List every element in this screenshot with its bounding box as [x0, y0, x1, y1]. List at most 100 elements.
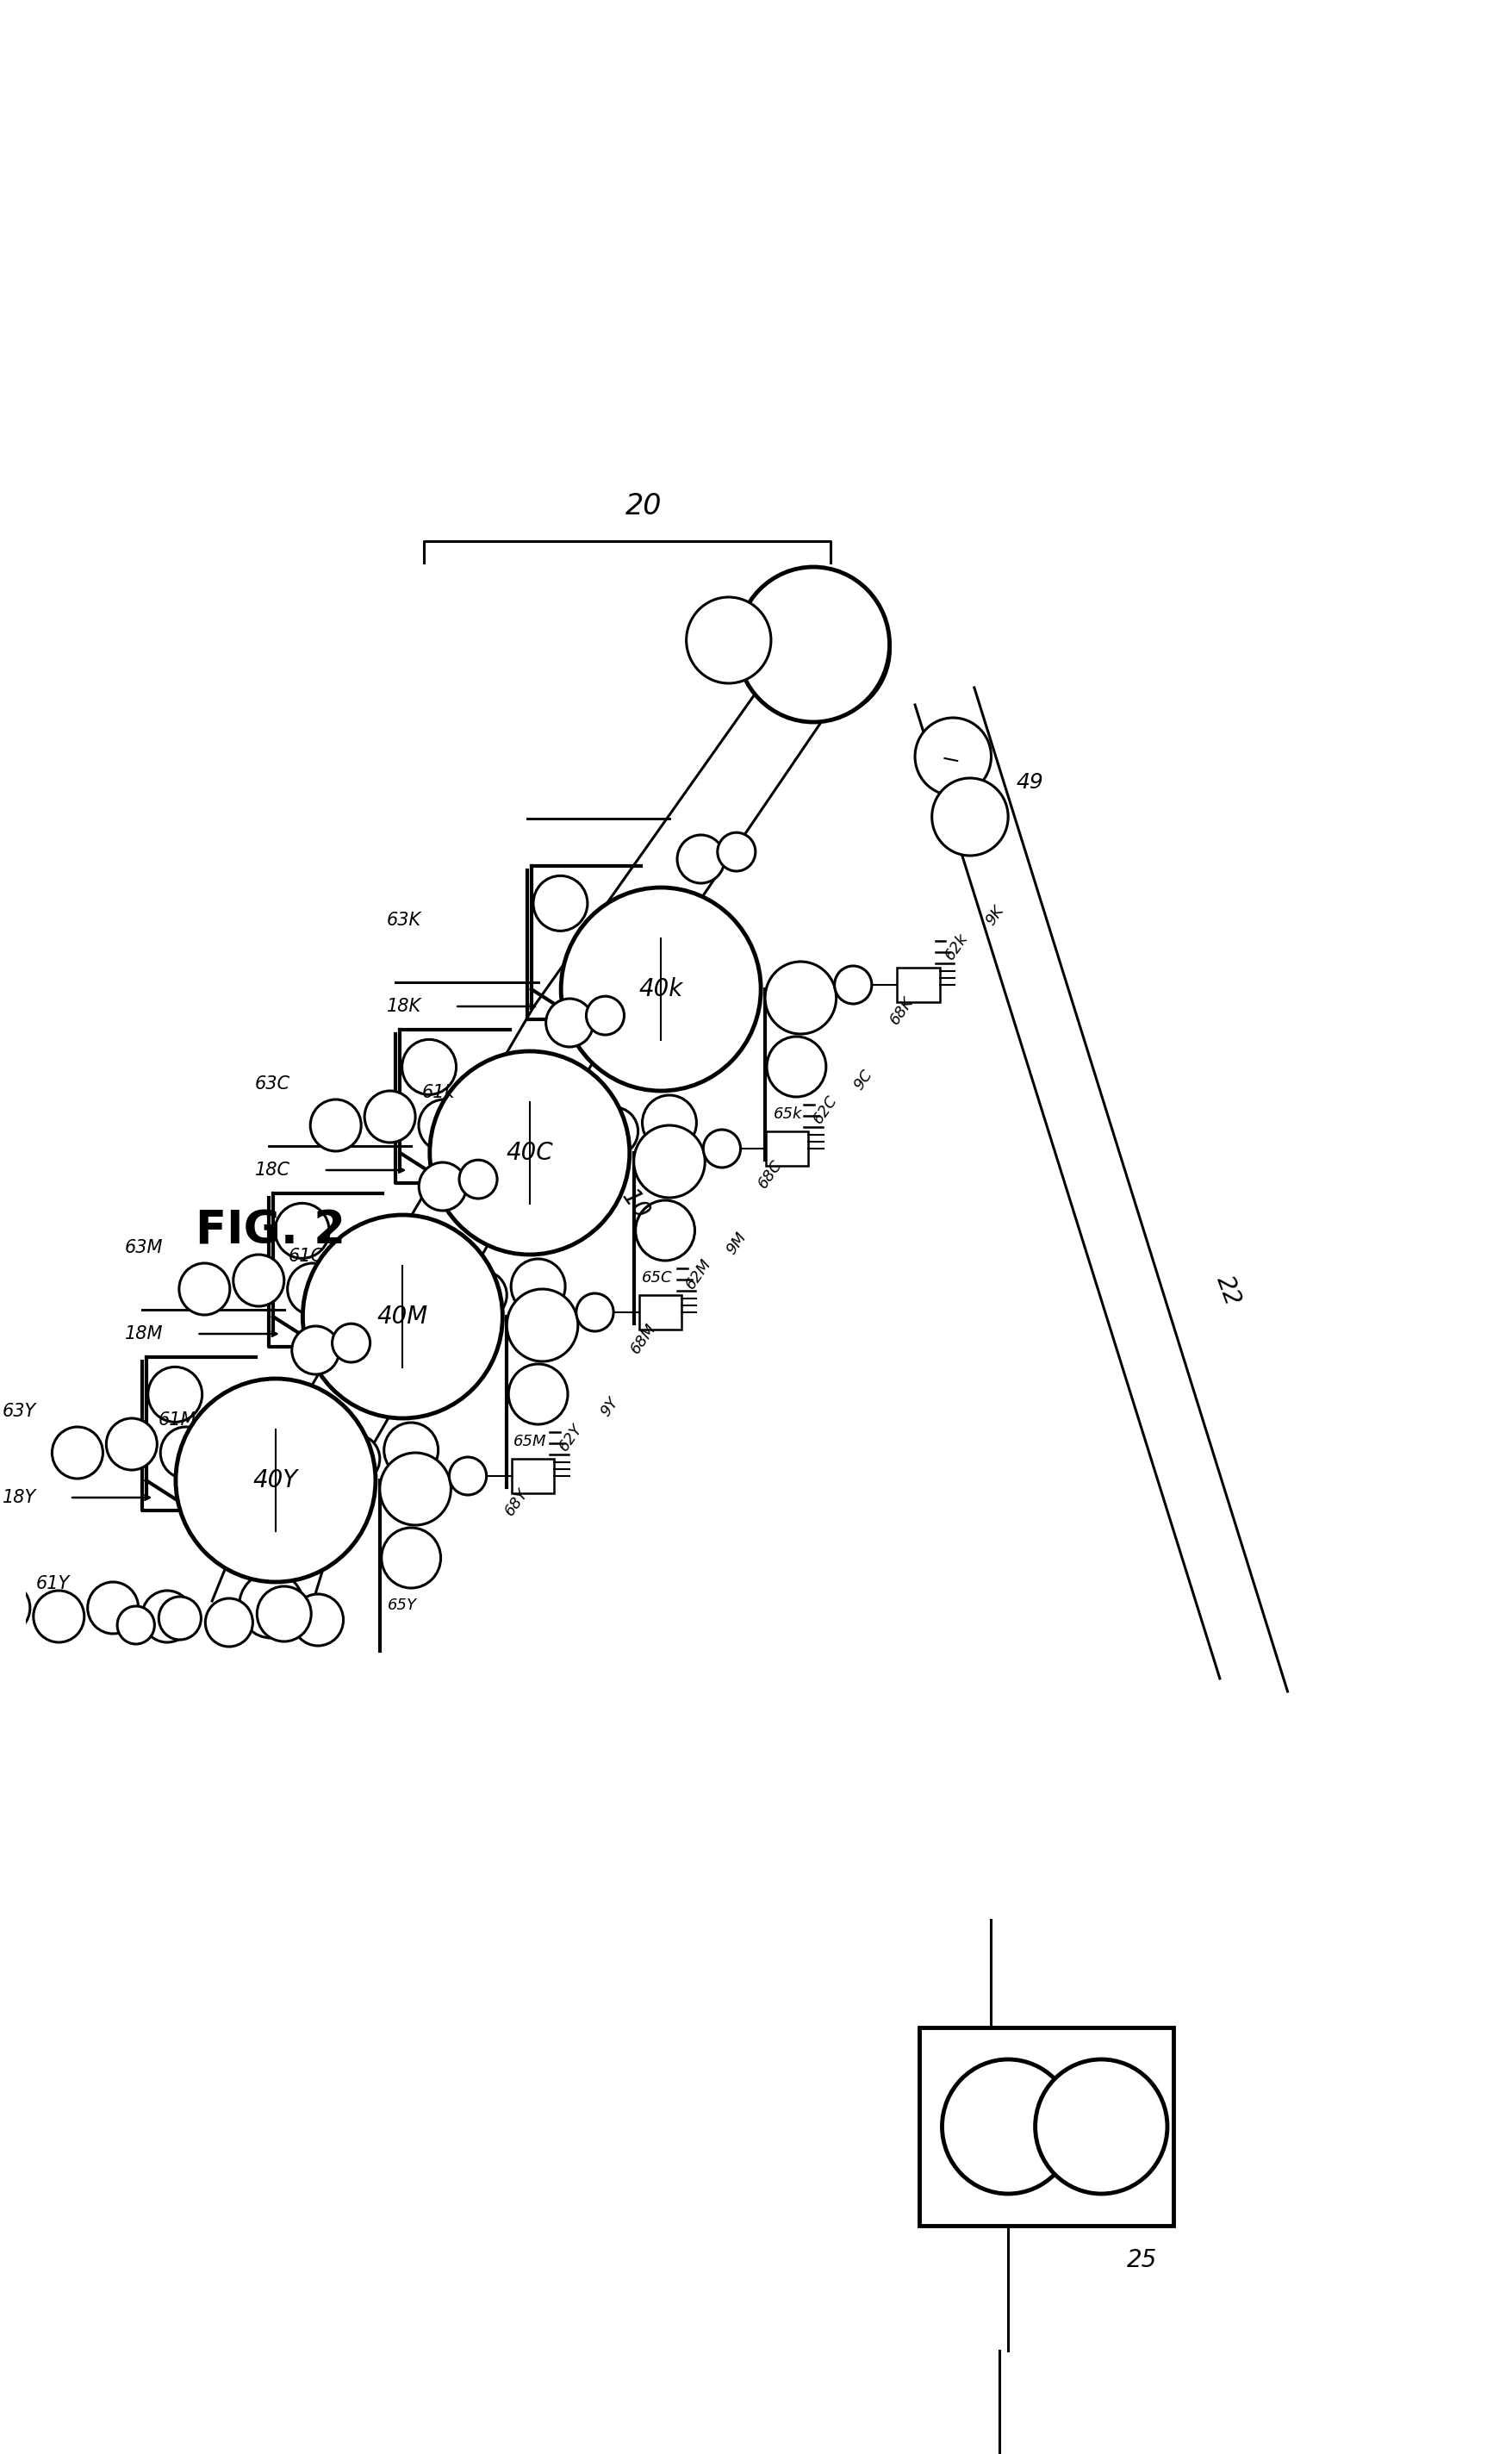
Circle shape: [302, 1215, 502, 1418]
Circle shape: [215, 1418, 266, 1470]
Circle shape: [1036, 2059, 1167, 2194]
Circle shape: [88, 1583, 139, 1634]
Text: 62M: 62M: [682, 1256, 714, 1291]
Circle shape: [591, 1107, 638, 1156]
Text: 9C: 9C: [851, 1067, 875, 1092]
Text: 40k: 40k: [638, 977, 683, 1001]
Circle shape: [677, 834, 724, 883]
Circle shape: [508, 1364, 569, 1423]
Circle shape: [118, 1605, 154, 1644]
Text: 61M: 61M: [159, 1411, 197, 1428]
Circle shape: [206, 1598, 253, 1647]
Circle shape: [915, 717, 992, 795]
Text: 63Y: 63Y: [2, 1404, 36, 1421]
Circle shape: [931, 778, 1009, 856]
Text: 18K: 18K: [387, 999, 422, 1016]
Circle shape: [148, 1367, 203, 1421]
Circle shape: [507, 1288, 578, 1362]
Text: 63M: 63M: [124, 1239, 163, 1256]
Circle shape: [643, 1094, 697, 1151]
Text: 62C: 62C: [810, 1092, 841, 1126]
Circle shape: [534, 876, 588, 930]
Circle shape: [292, 1325, 339, 1374]
Circle shape: [380, 1453, 451, 1524]
Text: 65Y: 65Y: [389, 1598, 417, 1612]
Circle shape: [0, 1583, 30, 1634]
Circle shape: [767, 1036, 826, 1097]
Text: 20: 20: [626, 493, 662, 520]
Circle shape: [384, 1423, 438, 1477]
Circle shape: [364, 1092, 416, 1144]
Circle shape: [342, 1254, 393, 1306]
Circle shape: [686, 596, 771, 682]
Circle shape: [257, 1585, 311, 1642]
Text: 65M: 65M: [513, 1433, 546, 1450]
Circle shape: [429, 1050, 629, 1254]
Circle shape: [51, 1426, 103, 1480]
Circle shape: [310, 1099, 361, 1151]
Bar: [897, 967, 939, 1001]
Circle shape: [269, 1426, 319, 1480]
Circle shape: [546, 999, 593, 1048]
Circle shape: [142, 1590, 192, 1642]
Circle shape: [333, 1436, 380, 1482]
Circle shape: [576, 1293, 614, 1330]
Circle shape: [275, 1202, 330, 1259]
Circle shape: [286, 1433, 328, 1475]
Text: 61Y: 61Y: [36, 1575, 70, 1593]
Circle shape: [106, 1418, 157, 1470]
Circle shape: [460, 1161, 497, 1198]
Text: 25: 25: [1126, 2248, 1157, 2272]
Text: 9K: 9K: [983, 903, 1007, 928]
Bar: [919, 2027, 1173, 2226]
Text: 40C: 40C: [507, 1141, 553, 1166]
Text: 68K: 68K: [886, 994, 916, 1028]
Text: 49: 49: [1016, 773, 1043, 793]
Text: 61C: 61C: [289, 1247, 324, 1264]
Circle shape: [413, 1269, 455, 1313]
Text: 40Y: 40Y: [253, 1467, 298, 1492]
Circle shape: [160, 1426, 212, 1480]
Circle shape: [419, 1163, 466, 1210]
Circle shape: [703, 1129, 741, 1168]
Circle shape: [835, 967, 872, 1004]
Circle shape: [511, 1259, 565, 1313]
Text: 68C: 68C: [754, 1158, 785, 1193]
Bar: [640, 1296, 682, 1330]
Circle shape: [402, 1040, 457, 1094]
Circle shape: [561, 888, 761, 1092]
Circle shape: [292, 1595, 343, 1647]
Circle shape: [33, 1590, 85, 1642]
Circle shape: [460, 1271, 507, 1320]
Bar: [513, 1458, 555, 1492]
Circle shape: [333, 1323, 370, 1362]
Circle shape: [419, 1099, 470, 1151]
Text: FIG. 2: FIG. 2: [195, 1207, 345, 1254]
Circle shape: [765, 962, 836, 1033]
Text: 18Y: 18Y: [2, 1490, 36, 1507]
Text: 40M: 40M: [376, 1306, 428, 1328]
Circle shape: [178, 1264, 230, 1315]
Text: 65C: 65C: [641, 1271, 671, 1286]
Text: 65k: 65k: [774, 1107, 803, 1121]
Circle shape: [239, 1573, 304, 1637]
Circle shape: [473, 1092, 523, 1144]
Circle shape: [528, 1099, 578, 1151]
Circle shape: [396, 1264, 446, 1315]
Circle shape: [381, 1529, 442, 1588]
Text: 63K: 63K: [387, 910, 422, 930]
Text: 22: 22: [1211, 1271, 1244, 1308]
Text: 68M: 68M: [627, 1320, 659, 1357]
Text: 62Y: 62Y: [556, 1421, 587, 1453]
Text: 61k: 61k: [422, 1085, 455, 1102]
Circle shape: [502, 1114, 540, 1153]
Circle shape: [245, 1443, 281, 1480]
Circle shape: [634, 1126, 705, 1198]
Circle shape: [544, 1104, 587, 1148]
Circle shape: [754, 579, 889, 717]
Circle shape: [718, 832, 756, 871]
Text: 18M: 18M: [124, 1325, 163, 1342]
Text: 63C: 63C: [254, 1075, 290, 1092]
Text: 18C: 18C: [254, 1161, 290, 1178]
Circle shape: [287, 1264, 339, 1315]
